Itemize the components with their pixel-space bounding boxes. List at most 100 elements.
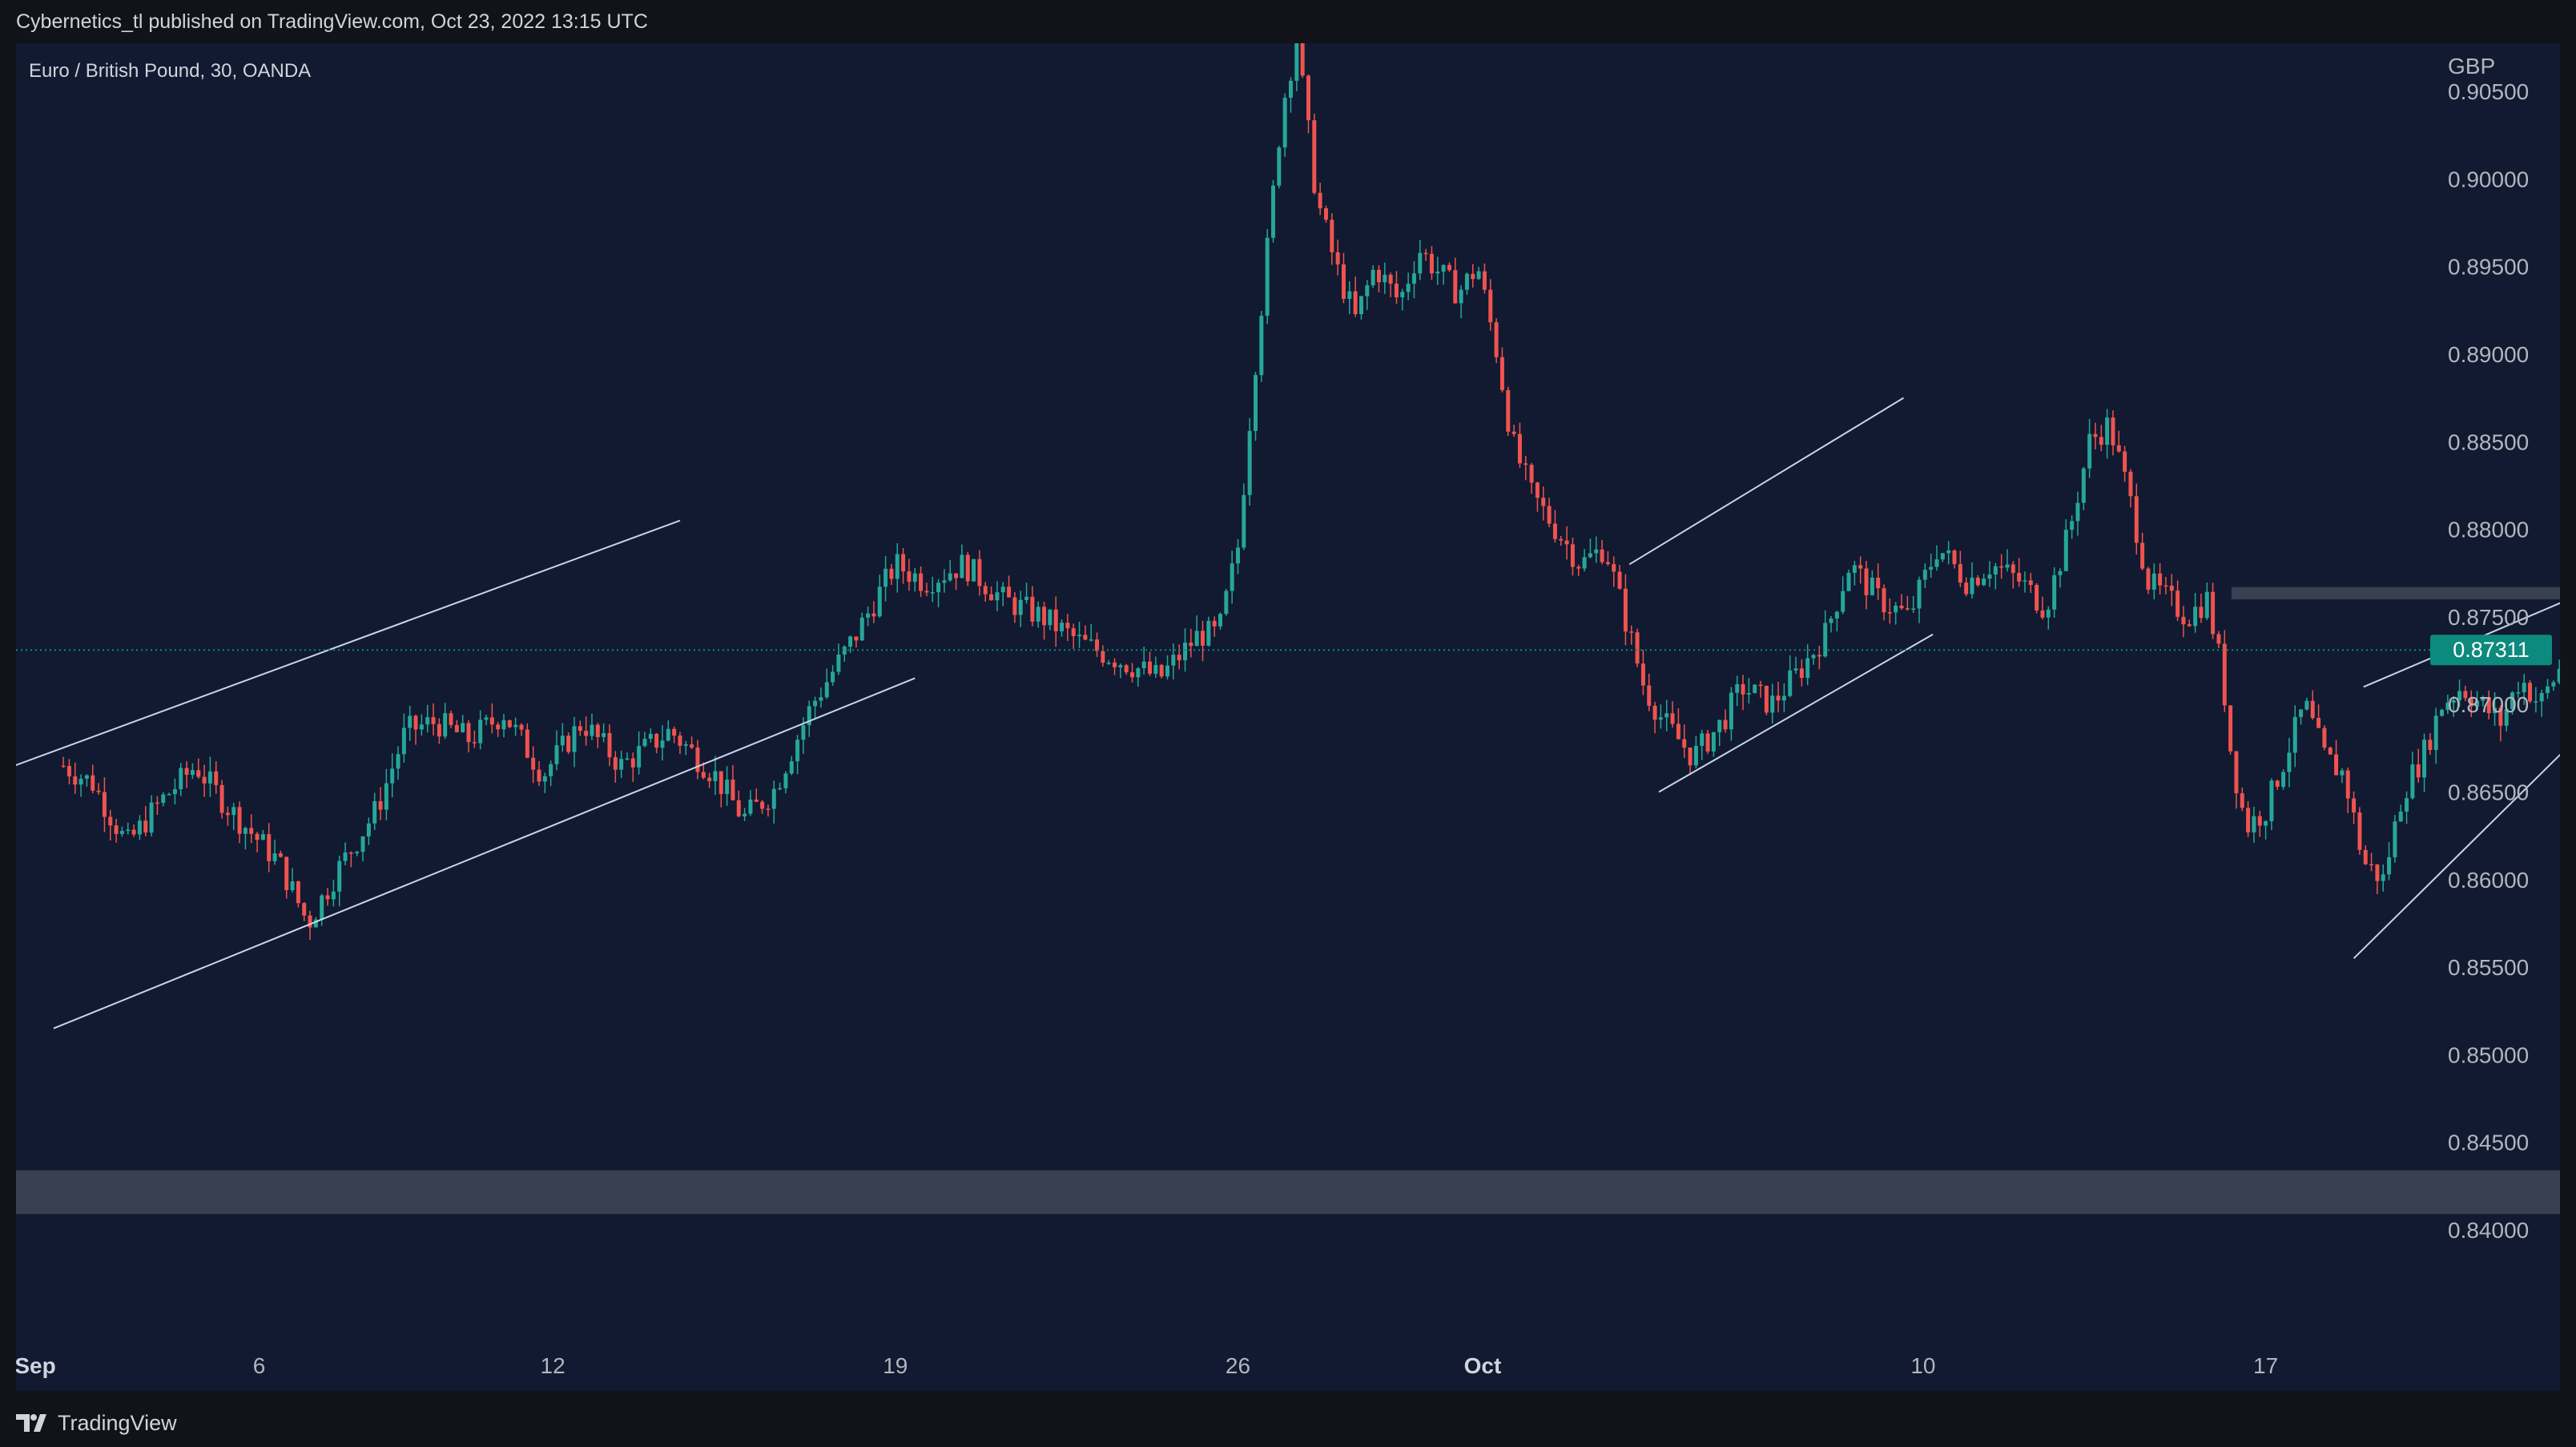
candle-body [2181, 616, 2186, 625]
candle-body [1153, 664, 1158, 674]
candle-body [1764, 685, 1769, 713]
candle-body [1071, 628, 1076, 636]
candle-body [942, 580, 947, 583]
candle-body [513, 724, 518, 728]
candle-body [267, 834, 272, 861]
candle-body [1353, 291, 1358, 315]
candle-body [2222, 643, 2227, 706]
candle-body [102, 792, 107, 817]
candle-body [308, 915, 312, 928]
candle-body [2328, 748, 2332, 755]
candle-body [666, 728, 670, 741]
candle-body [771, 788, 776, 809]
price-tick-label: 0.87500 [2448, 605, 2529, 630]
candle-body [690, 744, 694, 748]
candle-body [425, 717, 430, 725]
candle-body [718, 771, 723, 795]
candle-body [2252, 816, 2256, 832]
candle-body [126, 829, 131, 832]
price-tick-label: 0.84500 [2448, 1131, 2529, 1155]
candle-body [2352, 798, 2357, 813]
candle-body [1206, 620, 1211, 646]
candle-body [1441, 264, 1446, 272]
zones-layer [16, 586, 2560, 1215]
candle-body [1476, 271, 1481, 280]
wedge-lower-line [2353, 753, 2560, 959]
candle-body [1582, 557, 1587, 569]
price-chart[interactable]: Euro / British Pound, 30, OANDA GBP 0.90… [16, 43, 2560, 1391]
candle-body [1735, 683, 1740, 693]
candle-body [73, 776, 78, 785]
candle-body [1529, 465, 1534, 483]
candle-body [1400, 292, 1405, 297]
candle-body [2264, 820, 2268, 826]
candle-body [302, 903, 307, 916]
candle-body [2440, 709, 2445, 716]
candle-body [2070, 521, 2075, 530]
candle-body [2340, 770, 2345, 776]
candle-body [525, 729, 529, 758]
candle-body [2111, 417, 2115, 445]
candle-body [578, 726, 582, 732]
candle-body [1852, 565, 1857, 573]
candle-body [1177, 655, 1181, 661]
candle-body [2081, 468, 2086, 503]
candle-body [895, 554, 900, 579]
candle-body [912, 573, 917, 582]
candle-body [1934, 559, 1939, 567]
candle-body [184, 768, 189, 776]
candle-body [1623, 588, 1628, 632]
candle-body [595, 724, 600, 737]
candle-body [466, 723, 471, 743]
price-axis[interactable]: 0.90500 0.90000 0.89500 0.89000 0.88500 0.880… [2448, 79, 2529, 1243]
price-tick-label: 0.86500 [2448, 780, 2529, 805]
price-tick-label: 0.87000 [2448, 692, 2529, 717]
candle-body [1270, 185, 1275, 238]
candle-body [2433, 715, 2438, 750]
candle-body [778, 788, 783, 790]
candle-body [654, 733, 659, 748]
candle-body [1212, 620, 1217, 627]
candle-body [2316, 718, 2321, 728]
candle-body [1617, 571, 1622, 589]
candle-body [1294, 43, 1299, 81]
candle-body [1876, 578, 1881, 589]
candle-body [2422, 740, 2427, 778]
price-tick-label: 0.89500 [2448, 255, 2529, 280]
candle-body [1012, 597, 1017, 615]
candle-body [1987, 574, 1992, 579]
candle-body [1124, 665, 1129, 673]
tradingview-logo-icon[interactable] [16, 1413, 51, 1433]
candle-body [2234, 751, 2239, 794]
time-tick-label: Oct [1464, 1353, 1502, 1378]
candle-body [1829, 618, 1833, 623]
candle-body [2052, 574, 2057, 610]
channel-1-upper-line [16, 519, 681, 767]
channel-2-upper-line [1628, 397, 1904, 566]
candle-body [2010, 564, 2015, 574]
time-axis[interactable]: Sep6121926Oct10172427Nov7 [16, 1353, 2560, 1378]
candle-body [1447, 264, 1451, 271]
chart-area[interactable]: Euro / British Pound, 30, OANDA GBP 0.90… [16, 43, 2560, 1391]
candle-body [214, 771, 219, 785]
candle-body [231, 807, 236, 816]
candle-body [2381, 874, 2385, 881]
candle-body [1265, 237, 1270, 316]
candle-body [1113, 662, 1117, 667]
candle-body [225, 812, 230, 816]
candle-body [1306, 75, 1310, 121]
candle-body [531, 757, 536, 770]
candle-body [1488, 289, 1493, 323]
candle-body [1811, 655, 1816, 659]
candle-body [2123, 451, 2127, 472]
candle-body [660, 740, 665, 748]
candle-body [1746, 692, 1751, 695]
candle-body [2498, 707, 2503, 726]
candle-body [2158, 573, 2163, 586]
candle-body [343, 852, 348, 861]
candle-body [1882, 588, 1886, 613]
candle-body [1453, 270, 1458, 304]
candle-body [584, 731, 589, 736]
candle-body [1024, 596, 1029, 600]
candle-body [936, 582, 941, 593]
